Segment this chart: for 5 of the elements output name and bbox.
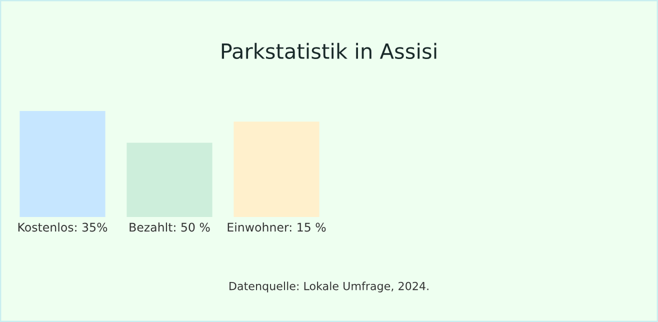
text: Datenquelle: Lokale Umfrage, 2024. bbox=[230, 282, 428, 292]
x-tick-label: Bezahlt: 50 % bbox=[130, 222, 210, 232]
x-tick-label: Kostenlos: 35% bbox=[18, 222, 108, 232]
chart-title: Parkstatistik in Assisi bbox=[222, 42, 436, 60]
x-tick-label: Einwohner: 15 % bbox=[228, 222, 326, 232]
